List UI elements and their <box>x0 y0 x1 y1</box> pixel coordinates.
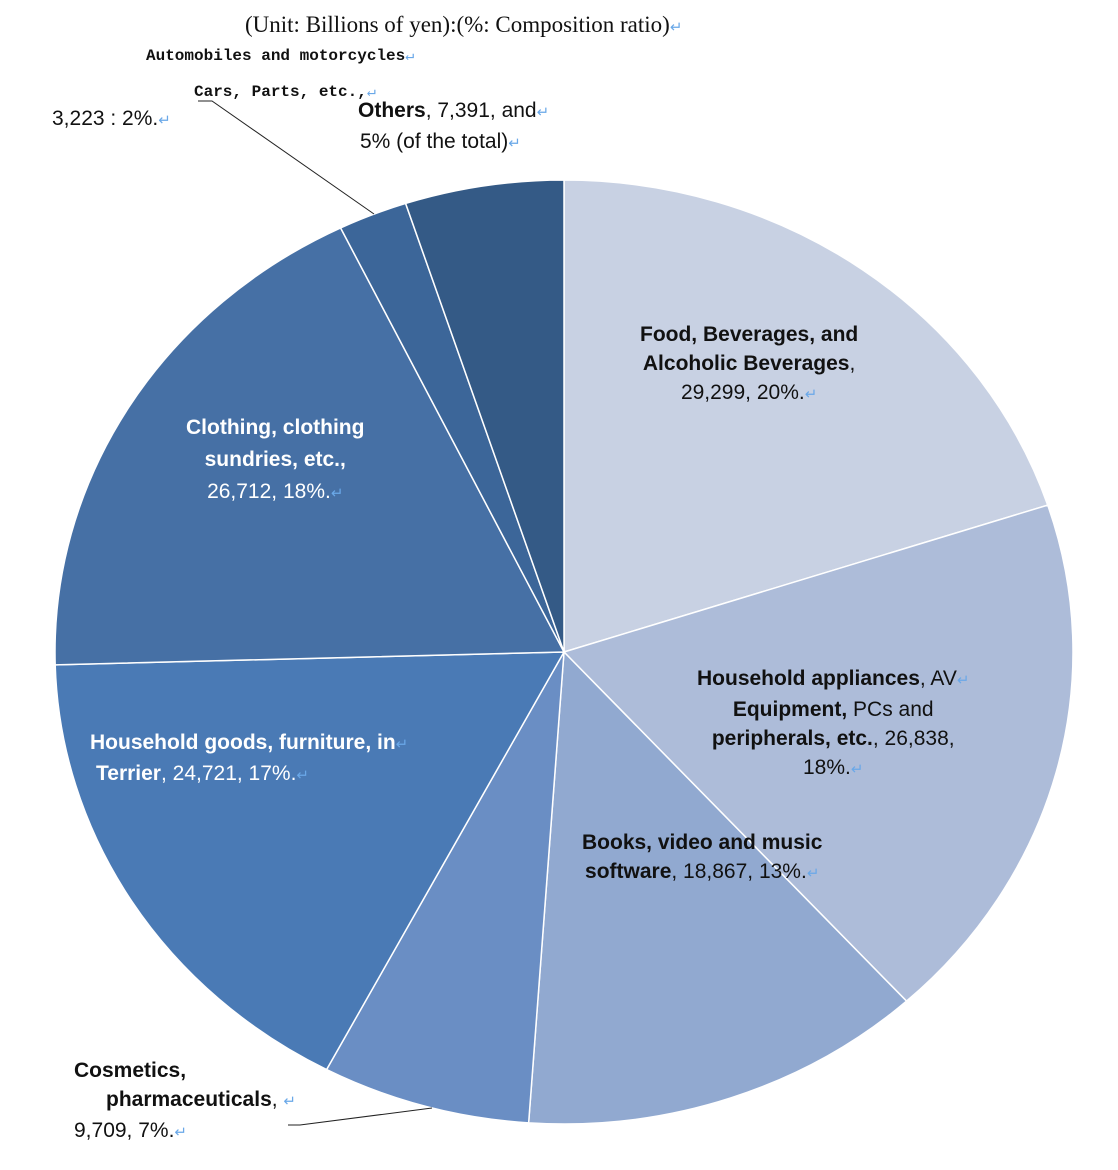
label-cosmetics: Cosmetics, pharmaceuticals, 9,709, 7%. <box>74 1056 296 1147</box>
leader-line-cosmetics <box>288 1107 433 1126</box>
chart-subtitle: (Unit: Billions of yen):(%: Composition … <box>245 12 682 38</box>
pie-slice-5 <box>54 226 566 666</box>
label-others: Others, 7,391, and 5% (of the total) <box>358 96 549 158</box>
label-books: Books, video and music software, 18,867,… <box>582 828 822 888</box>
label-cars-value: 3,223 : 2%. <box>52 104 171 135</box>
label-appliances: Household appliances, AV Equipment, PCs … <box>697 664 969 784</box>
label-food: Food, Beverages, and Alcoholic Beverages… <box>640 320 858 409</box>
label-household-goods: Household goods, furniture, in Terrier, … <box>90 728 408 790</box>
label-cars-line1: Automobiles and motorcycles <box>146 42 414 71</box>
label-clothing: Clothing, clothing sundries, etc., 26,71… <box>186 412 364 510</box>
label-cars-line2: Cars, Parts, etc., <box>194 78 376 107</box>
pie-slice-3 <box>325 651 565 1124</box>
leader-line-cars <box>198 100 375 215</box>
pie-slice-0 <box>563 179 1049 654</box>
pie-slice-7 <box>404 179 565 653</box>
